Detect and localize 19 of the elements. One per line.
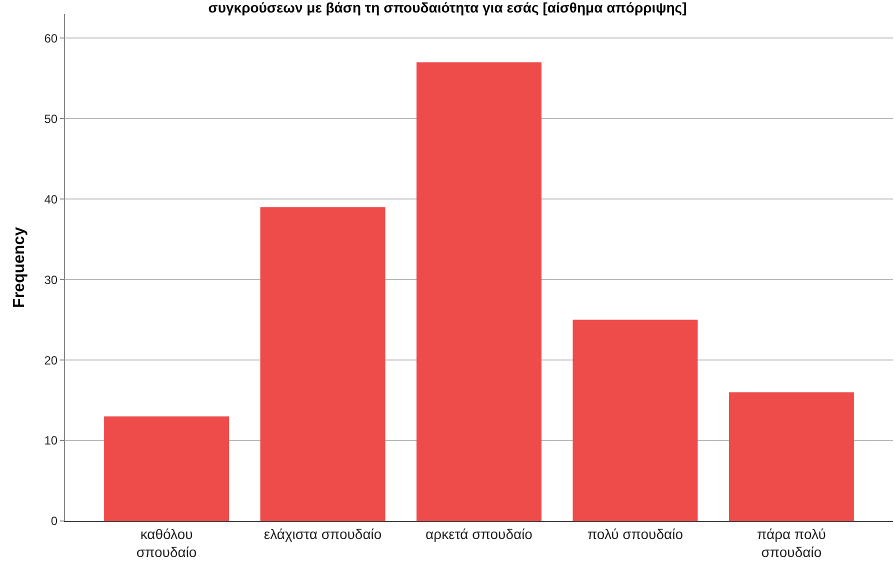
y-tick-label: 60 [44, 31, 58, 46]
bar [416, 62, 542, 521]
y-axis-title: Frequency [11, 226, 28, 308]
x-tick-label: αρκετά σπουδαίο [426, 526, 533, 542]
chart-title: συγκρούσεων με βάση τη σπουδαιότητα για εσάς [αίσθημα απόρριψης] [208, 0, 687, 16]
x-tick-label: πάρα πολύ σπουδαίο [757, 526, 826, 560]
bar [104, 416, 230, 521]
bar [728, 392, 854, 521]
y-tick-label: 30 [44, 272, 58, 287]
y-tick-label: 50 [44, 112, 58, 126]
y-tick-label: 20 [44, 353, 58, 368]
bar [260, 207, 386, 521]
x-tick-label: ελάχιστα σπουδαίο [264, 526, 382, 542]
bar [572, 320, 698, 521]
x-tick-label: καθόλου σπουδαίο [136, 526, 197, 560]
x-tick-label: πολύ σπουδαίο [587, 526, 684, 542]
y-tick-label: 40 [44, 192, 58, 206]
y-tick-label: 0 [50, 514, 58, 528]
y-tick-label: 10 [44, 434, 58, 448]
